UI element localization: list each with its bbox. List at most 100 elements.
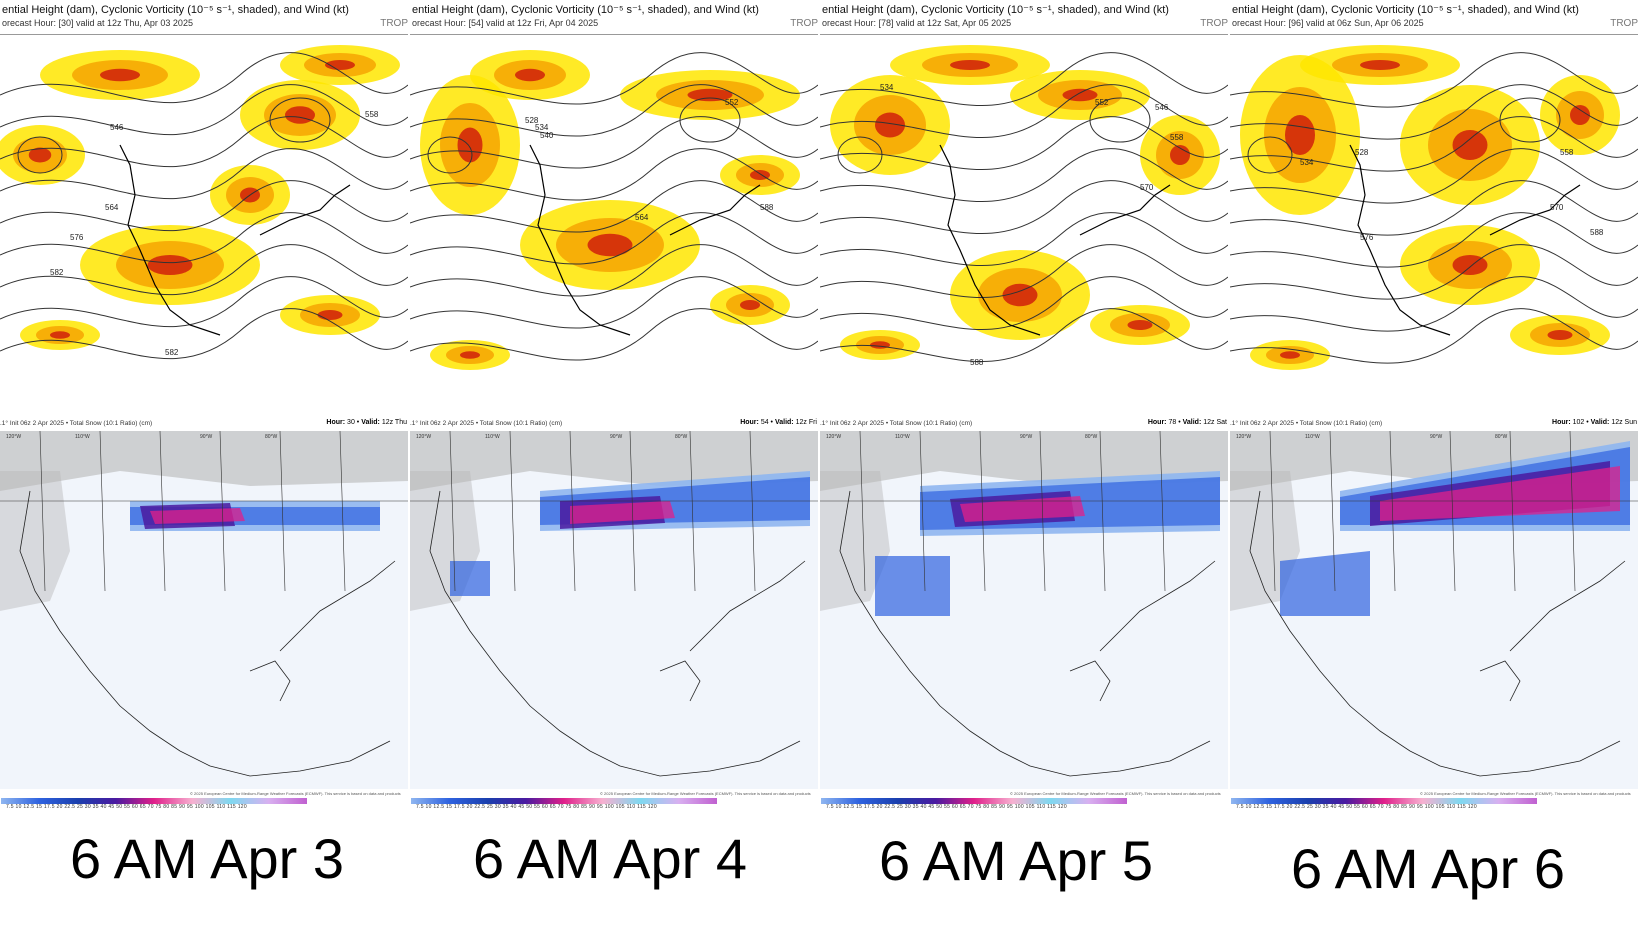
height-contour xyxy=(0,276,408,328)
contour-label: 540 xyxy=(540,131,554,140)
hour-valid-label: Hour: 30 • Valid: 12z Thu xyxy=(326,419,407,426)
state-border xyxy=(629,431,636,592)
hour-label: Hour: xyxy=(740,419,759,426)
vorticity-shade-core xyxy=(687,88,733,102)
snow-color-scale xyxy=(1231,798,1537,804)
height-contour xyxy=(1230,84,1638,140)
height-contour xyxy=(820,180,1228,235)
snowfall-map: 120°W 110°W 90°W 80°W xyxy=(0,431,408,789)
hour-value: 54 xyxy=(760,419,769,426)
snowfall-map-title: .1° Init 06z 2 Apr 2025 • Total Snow (10… xyxy=(0,420,153,427)
date-caption: 6 AM Apr 6 xyxy=(1291,837,1565,900)
snow-southwest xyxy=(1280,551,1370,616)
ecmwf-credit: © 2025 European Centre for Medium-Range … xyxy=(600,791,811,796)
height-contour-closed xyxy=(1247,136,1293,174)
snow-southwest xyxy=(875,556,950,616)
state-border xyxy=(569,431,576,592)
snowfall-map-panel: .1° Init 06z 2 Apr 2025 • Total Snow (10… xyxy=(0,418,408,808)
panel-column-2: ential Height (dam), Cyclonic Vorticity … xyxy=(410,0,818,928)
vorticity-shade-core xyxy=(950,60,990,70)
height-contour xyxy=(820,52,1228,107)
snowfall-map-header: .1° Init 06z 2 Apr 2025 • Total Snow (10… xyxy=(820,418,1228,430)
snow-peak xyxy=(1380,466,1620,521)
height-contour xyxy=(0,84,408,136)
vorticity-map-panel: ential Height (dam), Cyclonic Vorticity … xyxy=(820,0,1228,398)
height-contour-closed xyxy=(17,136,63,174)
height-contour xyxy=(1230,308,1638,364)
ecmwf-credit: © 2025 European Centre for Medium-Range … xyxy=(1420,791,1631,796)
hour-value: 102 xyxy=(1572,419,1585,426)
hour-valid-label: Hour: 54 • Valid: 12z Fri xyxy=(740,419,817,426)
vorticity-shade-core xyxy=(1127,320,1153,330)
height-contour xyxy=(0,52,408,104)
state-border xyxy=(39,431,46,592)
vorticity-shade-core xyxy=(740,300,760,310)
longitude-label: 90°W xyxy=(200,434,213,440)
coastline xyxy=(1349,144,1581,336)
vorticity-map-panel: ential Height (dam), Cyclonic Vorticity … xyxy=(1230,0,1638,398)
longitude-label: 80°W xyxy=(675,434,688,440)
snow-color-scale xyxy=(1,798,307,804)
vorticity-shade-core xyxy=(317,310,343,320)
contour-label: 570 xyxy=(1140,183,1154,192)
height-contour xyxy=(410,180,818,233)
contour-label: 552 xyxy=(725,98,739,107)
state-border xyxy=(689,431,696,592)
height-contour xyxy=(0,308,408,360)
date-caption: 6 AM Apr 5 xyxy=(879,829,1153,892)
contour-label: 534 xyxy=(1300,158,1314,167)
vorticity-map: 546 558 564 576 582 582 xyxy=(0,35,408,398)
contour-label: 558 xyxy=(1560,148,1574,157)
height-contour xyxy=(0,244,408,296)
height-contour xyxy=(1230,52,1638,108)
snowfall-map-title: .1° Init 06z 2 Apr 2025 • Total Snow (10… xyxy=(820,420,973,427)
height-contour-closed xyxy=(837,136,883,174)
vorticity-shade-core xyxy=(325,60,355,70)
snowfall-map-background xyxy=(0,431,408,789)
state-border xyxy=(339,431,346,592)
snow-peak xyxy=(150,508,245,524)
vorticity-map-header: ential Height (dam), Cyclonic Vorticity … xyxy=(410,0,818,35)
snow-peak xyxy=(570,501,675,524)
vorticity-map-title: ential Height (dam), Cyclonic Vorticity … xyxy=(822,4,1169,16)
snow-color-scale xyxy=(411,798,717,804)
vorticity-shade-core xyxy=(1285,115,1315,155)
height-contour-closed xyxy=(269,97,331,143)
hour-value: 30 xyxy=(347,419,355,426)
snowfall-map-title: .1° Init 06z 2 Apr 2025 • Total Snow (10… xyxy=(1230,420,1383,427)
state-border xyxy=(1329,431,1336,592)
terrain-shading xyxy=(410,431,818,491)
vorticity-shade-core xyxy=(1360,60,1400,70)
vorticity-shade-core xyxy=(147,255,193,275)
vorticity-shade-core xyxy=(28,147,52,163)
snowfall-map: 120°W 110°W 90°W 80°W xyxy=(410,431,818,789)
state-border xyxy=(509,431,516,592)
panel-column-1: ential Height (dam), Cyclonic Vorticity … xyxy=(0,0,408,928)
height-contour xyxy=(820,148,1228,203)
vorticity-shade-core xyxy=(1547,330,1573,340)
ecmwf-credit: © 2025 European Centre for Medium-Range … xyxy=(1010,791,1221,796)
valid-label: Valid: xyxy=(1182,419,1202,426)
state-border xyxy=(159,431,166,592)
height-contour-closed xyxy=(679,97,741,143)
height-contour xyxy=(820,84,1228,139)
date-caption: 6 AM Apr 3 xyxy=(70,827,344,890)
panel-column-4: ential Height (dam), Cyclonic Vorticity … xyxy=(1230,0,1638,928)
vorticity-shade-core xyxy=(515,68,545,82)
state-border xyxy=(1389,431,1396,592)
vorticity-shade-core xyxy=(100,68,140,82)
hour-valid-label: Hour: 78 • Valid: 12z Sat xyxy=(1147,419,1227,426)
snow-southwest xyxy=(450,561,490,596)
vorticity-shade-core xyxy=(1062,88,1098,102)
height-contour xyxy=(820,244,1228,299)
contour-label: 528 xyxy=(1355,148,1369,157)
vorticity-map-title: ential Height (dam), Cyclonic Vorticity … xyxy=(1232,4,1579,16)
hour-value: 78 xyxy=(1168,419,1177,426)
coastline xyxy=(19,490,396,777)
coastline xyxy=(1249,490,1626,777)
vorticity-map-title: ential Height (dam), Cyclonic Vorticity … xyxy=(412,4,759,16)
snowfall-map: 120°W 110°W 90°W 80°W xyxy=(820,431,1228,789)
snowfall-map: 120°W 110°W 90°W 80°W xyxy=(1230,431,1638,789)
snow-color-scale xyxy=(821,798,1127,804)
